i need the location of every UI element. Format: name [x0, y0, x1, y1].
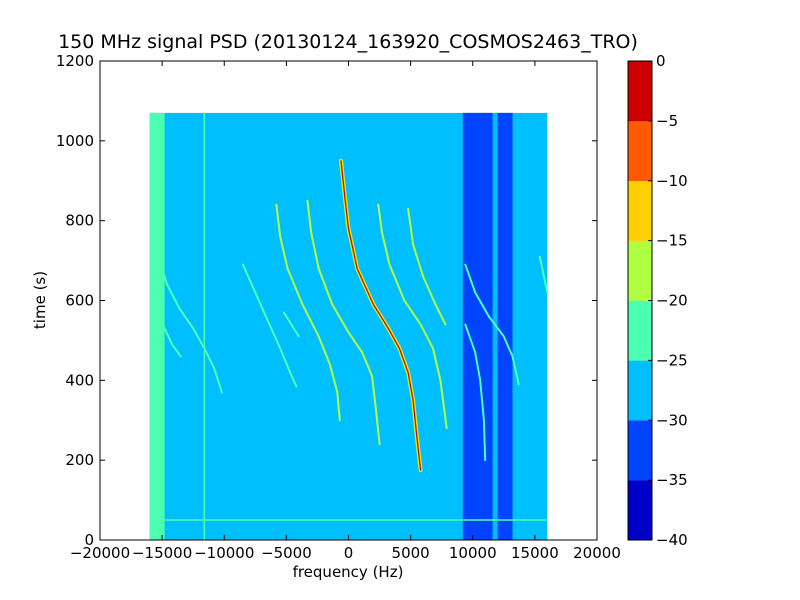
x-tick-label: 5000	[392, 544, 430, 562]
x-tick-label: −15000	[132, 544, 192, 562]
signal-trace-8	[282, 311, 300, 338]
colorbar-tick-label: −20	[656, 292, 688, 310]
y-axis: 0 200 400 600 800 1000 1200	[56, 52, 597, 549]
colorbar-tick-label: 0	[656, 52, 666, 70]
signal-trace-2	[377, 203, 448, 430]
x-axis-label: frequency (Hz)	[293, 563, 404, 581]
colorbar-segment	[628, 61, 652, 122]
colorbar-tick-label: −15	[656, 232, 688, 250]
y-tick-label: 800	[65, 212, 94, 230]
colorbar-tick-label: −5	[656, 112, 678, 130]
x-tick-label: 0	[344, 544, 354, 562]
colorbar-tick-label: −10	[656, 172, 688, 190]
signal-trace-10	[464, 323, 487, 462]
y-axis-label: time (s)	[31, 271, 49, 329]
plot-area	[99, 60, 598, 541]
y-tick-label: 1000	[56, 132, 94, 150]
colorbar-segment	[628, 120, 652, 182]
colorbar-segment	[628, 240, 652, 301]
signal-trace-4	[407, 207, 447, 326]
x-axis: −20000 −15000 −10000 −5000 0 5000 10000 15000 20…	[70, 61, 621, 562]
signal-trace-5	[161, 267, 223, 394]
signal-trace-9	[464, 263, 520, 386]
signal-trace-11	[538, 255, 549, 294]
signal-trace-1	[306, 199, 381, 446]
colorbar-segment	[628, 480, 652, 541]
heatmap-band-1	[462, 112, 493, 541]
heatmap-band-0	[149, 112, 165, 541]
x-tick-label: −20000	[70, 544, 130, 562]
y-tick-label: 400	[65, 371, 94, 389]
x-tick-label: −10000	[194, 544, 254, 562]
colorbar-tick-label: −25	[656, 351, 688, 369]
x-tick-label: 15000	[511, 544, 559, 562]
colorbar-segment	[628, 420, 652, 481]
x-tick-label: 10000	[449, 544, 497, 562]
colorbar-segment	[628, 360, 652, 421]
colorbar: −40 −35 −30 −25 −20 −15 −10 −5 0	[627, 52, 688, 549]
chart-title: 150 MHz signal PSD (20130124_163920_COSM…	[58, 31, 638, 53]
signal-trace-3	[275, 203, 341, 422]
y-tick-label: 0	[84, 531, 94, 549]
x-tick-label: −5000	[261, 544, 312, 562]
colorbar-segment	[628, 300, 652, 361]
colorbar-tick-label: −35	[656, 471, 688, 489]
signal-trace-0	[340, 160, 422, 471]
signal-trace-6	[241, 263, 298, 388]
heatmap-band-2	[497, 112, 513, 541]
y-tick-label: 200	[65, 451, 94, 469]
y-tick-label: 600	[65, 292, 94, 310]
x-tick-label: 20000	[573, 544, 621, 562]
colorbar-tick-label: −30	[656, 411, 688, 429]
colorbar-segment	[628, 180, 652, 241]
colorbar-tick-label: −40	[656, 531, 688, 549]
y-tick-label: 1200	[56, 52, 94, 70]
signal-trace-7	[158, 315, 182, 358]
